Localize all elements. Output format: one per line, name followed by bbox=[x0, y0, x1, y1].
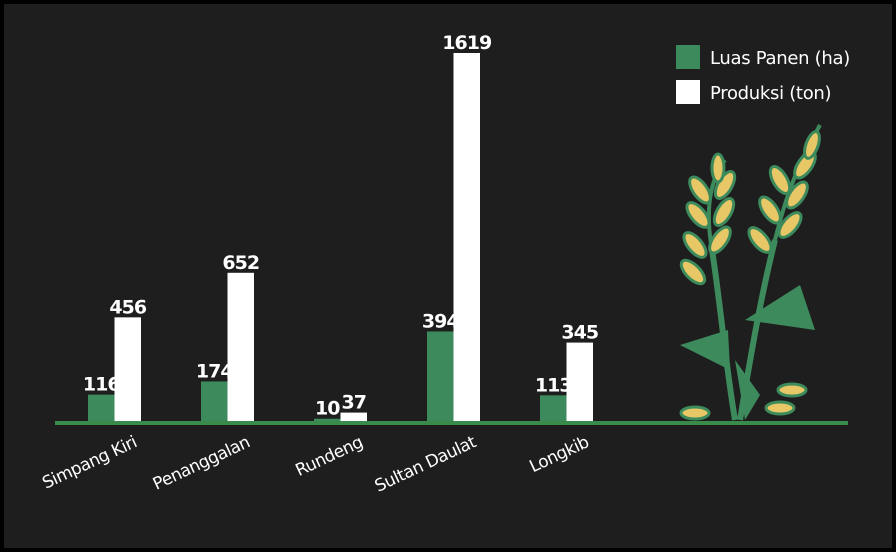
bar bbox=[340, 412, 367, 421]
bar bbox=[88, 394, 115, 421]
value-label: 116 bbox=[83, 374, 120, 396]
value-label: 345 bbox=[561, 322, 598, 344]
legend-label: Produksi (ton) bbox=[710, 83, 831, 104]
bar bbox=[201, 381, 228, 421]
bar bbox=[453, 53, 480, 421]
bar bbox=[427, 331, 454, 421]
value-label: 652 bbox=[222, 252, 259, 274]
bar bbox=[540, 395, 567, 421]
value-label: 394 bbox=[422, 310, 459, 332]
value-label: 456 bbox=[109, 296, 146, 318]
legend-label: Luas Panen (ha) bbox=[710, 48, 850, 69]
plant-illustration bbox=[679, 124, 822, 421]
background bbox=[4, 4, 892, 548]
bar bbox=[566, 342, 593, 421]
baseline bbox=[55, 421, 848, 425]
value-label: 1619 bbox=[442, 32, 491, 54]
value-label: 10 bbox=[315, 398, 340, 420]
bar bbox=[314, 418, 341, 421]
value-label: 174 bbox=[196, 360, 233, 382]
value-label: 37 bbox=[342, 392, 366, 414]
value-label: 113 bbox=[535, 374, 572, 396]
legend-swatch bbox=[676, 45, 700, 69]
bar bbox=[227, 272, 254, 421]
legend-swatch bbox=[676, 80, 700, 104]
bar bbox=[114, 317, 141, 421]
